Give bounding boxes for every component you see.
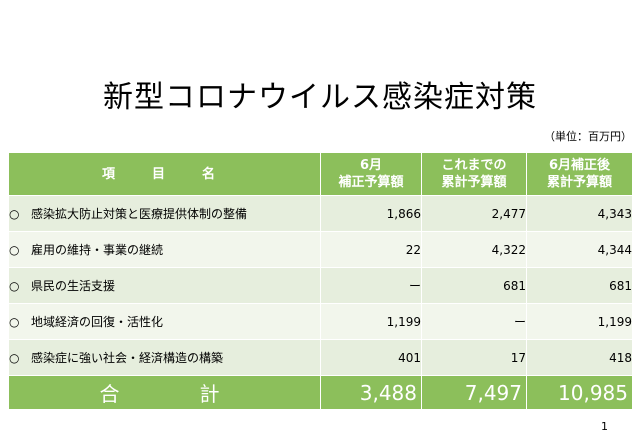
circle-marker-icon: ○ bbox=[9, 351, 20, 365]
table-header-row: 項 目 名 6月 補正予算額 これまでの 累計予算額 6月補正後 累計予算額 bbox=[8, 152, 633, 196]
row-item-name: ○ 地域経済の回復・活性化 bbox=[8, 303, 321, 340]
row-item-name: ○ 雇用の維持・事業の継続 bbox=[8, 231, 321, 268]
row-after-value: 1,199 bbox=[526, 303, 633, 340]
row-after-value: 418 bbox=[526, 339, 633, 376]
page-title: 新型コロナウイルス感染症対策 bbox=[103, 80, 537, 116]
row-after-value: 4,344 bbox=[526, 231, 633, 268]
row-after-value: 4,343 bbox=[526, 195, 633, 232]
table-row: ○ 県民の生活支援 ー 681 681 bbox=[8, 267, 633, 304]
total-label: 合 計 bbox=[8, 375, 321, 410]
row-june-value: ー bbox=[320, 267, 422, 304]
circle-marker-icon: ○ bbox=[9, 207, 20, 221]
row-cumulative-value: 4,322 bbox=[421, 231, 527, 268]
table-row: ○ 感染拡大防止対策と医療提供体制の整備 1,866 2,477 4,343 bbox=[8, 195, 633, 232]
total-row: 合 計 3,488 7,497 10,985 bbox=[8, 375, 633, 410]
budget-table: 項 目 名 6月 補正予算額 これまでの 累計予算額 6月補正後 累計予算額 ○… bbox=[8, 152, 633, 410]
page-number: 1 bbox=[601, 420, 608, 433]
table-row: ○ 感染症に強い社会・経済構造の構築 401 17 418 bbox=[8, 339, 633, 376]
table-row: ○ 雇用の維持・事業の継続 22 4,322 4,344 bbox=[8, 231, 633, 268]
row-june-value: 401 bbox=[320, 339, 422, 376]
row-cumulative-value: 2,477 bbox=[421, 195, 527, 232]
unit-note: （単位：百万円） bbox=[544, 130, 632, 143]
row-cumulative-value: 681 bbox=[421, 267, 527, 304]
header-item-name: 項 目 名 bbox=[8, 152, 321, 196]
header-after-correction: 6月補正後 累計予算額 bbox=[526, 152, 633, 196]
total-june-value: 3,488 bbox=[320, 375, 422, 410]
total-cumulative-value: 7,497 bbox=[421, 375, 527, 410]
row-cumulative-value: 17 bbox=[421, 339, 527, 376]
header-cumulative: これまでの 累計予算額 bbox=[421, 152, 527, 196]
row-june-value: 1,866 bbox=[320, 195, 422, 232]
row-june-value: 22 bbox=[320, 231, 422, 268]
row-june-value: 1,199 bbox=[320, 303, 422, 340]
total-after-value: 10,985 bbox=[526, 375, 633, 410]
row-item-name: ○ 県民の生活支援 bbox=[8, 267, 321, 304]
row-item-name: ○ 感染症に強い社会・経済構造の構築 bbox=[8, 339, 321, 376]
row-after-value: 681 bbox=[526, 267, 633, 304]
table-row: ○ 地域経済の回復・活性化 1,199 ー 1,199 bbox=[8, 303, 633, 340]
circle-marker-icon: ○ bbox=[9, 279, 20, 293]
circle-marker-icon: ○ bbox=[9, 315, 20, 329]
circle-marker-icon: ○ bbox=[9, 243, 20, 257]
header-june-correction: 6月 補正予算額 bbox=[320, 152, 422, 196]
row-item-name: ○ 感染拡大防止対策と医療提供体制の整備 bbox=[8, 195, 321, 232]
row-cumulative-value: ー bbox=[421, 303, 527, 340]
